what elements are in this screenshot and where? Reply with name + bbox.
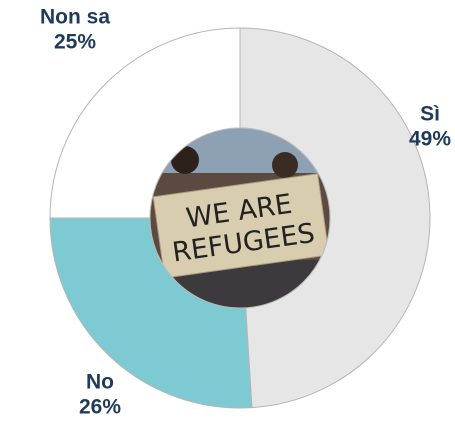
category-label: No [86,371,114,394]
center-photo: WE AREREFUGEES [149,127,331,309]
category-label: Sì [420,103,440,126]
value-label: 25% [54,31,96,54]
value-label: 49% [409,128,451,151]
value-label: 26% [79,396,121,419]
donut [49,27,431,409]
category-label: Non sa [40,6,110,29]
